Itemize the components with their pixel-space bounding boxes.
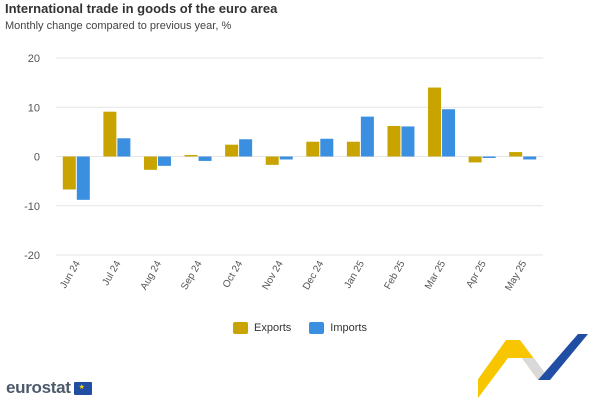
decorative-ribbon-icon bbox=[478, 334, 588, 398]
x-tick-label: Nov 24 bbox=[260, 259, 286, 292]
bar-exports-aug-24[interactable] bbox=[143, 156, 157, 170]
x-tick-label: Mar 25 bbox=[423, 259, 448, 292]
eurostat-logo: eurostat bbox=[6, 378, 92, 398]
bar-imports-dec-24[interactable] bbox=[320, 138, 334, 157]
legend-item-exports[interactable]: Exports bbox=[233, 322, 291, 334]
bar-imports-nov-24[interactable] bbox=[279, 156, 293, 160]
eu-flag-icon bbox=[73, 381, 92, 395]
x-tick-label: May 25 bbox=[503, 259, 529, 293]
y-tick-label: 0 bbox=[34, 152, 40, 164]
y-tick-label: -10 bbox=[24, 201, 40, 213]
bar-imports-jun-24[interactable] bbox=[76, 156, 90, 200]
bar-imports-feb-25[interactable] bbox=[401, 126, 415, 157]
bar-exports-sep-24[interactable] bbox=[184, 155, 198, 157]
x-tick-label: Jul 24 bbox=[101, 259, 124, 288]
bar-exports-feb-25[interactable] bbox=[387, 125, 401, 157]
x-tick-label: Sep 24 bbox=[179, 259, 205, 292]
legend-swatch-imports bbox=[309, 322, 325, 334]
legend-label-imports: Imports bbox=[330, 322, 367, 334]
bar-exports-jun-24[interactable] bbox=[62, 156, 76, 190]
bar-imports-mar-25[interactable] bbox=[442, 109, 456, 157]
bar-exports-apr-25[interactable] bbox=[468, 156, 482, 163]
bars bbox=[62, 87, 537, 200]
bar-imports-may-25[interactable] bbox=[523, 156, 537, 160]
bar-exports-oct-24[interactable] bbox=[225, 144, 239, 157]
bar-exports-jan-25[interactable] bbox=[346, 141, 360, 157]
x-axis-ticks: Jun 24 Jul 24 Aug 24 Sep 24 Oct 24 Nov 24 Dec … bbox=[58, 259, 529, 293]
chart-title: International trade in goods of the euro… bbox=[5, 1, 278, 16]
x-tick-label: Aug 24 bbox=[139, 259, 165, 292]
bar-exports-dec-24[interactable] bbox=[306, 141, 320, 157]
bar-imports-sep-24[interactable] bbox=[198, 156, 212, 161]
bar-imports-apr-25[interactable] bbox=[482, 156, 496, 158]
bar-imports-jan-25[interactable] bbox=[360, 116, 374, 157]
legend: Exports Imports bbox=[0, 322, 600, 334]
bar-chart: 20 10 0 -10 -20 Jun 24 Jul 24 Aug 24 Sep 24 Oct … bbox=[24, 53, 543, 293]
y-axis-ticks: 20 10 0 -10 -20 bbox=[24, 53, 40, 262]
bar-exports-mar-25[interactable] bbox=[428, 87, 442, 157]
x-tick-label: Oct 24 bbox=[221, 259, 245, 290]
bar-imports-aug-24[interactable] bbox=[157, 156, 171, 166]
bar-imports-oct-24[interactable] bbox=[239, 139, 253, 157]
x-tick-label: Apr 25 bbox=[464, 259, 488, 290]
eurostat-wordmark: eurostat bbox=[6, 378, 71, 397]
legend-item-imports[interactable]: Imports bbox=[309, 322, 367, 334]
x-tick-label: Feb 25 bbox=[382, 259, 407, 292]
bar-exports-may-25[interactable] bbox=[509, 152, 523, 157]
y-tick-label: 10 bbox=[28, 102, 40, 114]
x-tick-label: Jun 24 bbox=[58, 259, 83, 291]
y-tick-label: -20 bbox=[24, 250, 40, 262]
chart-subtitle: Monthly change compared to previous year… bbox=[5, 20, 232, 32]
x-tick-label: Jan 25 bbox=[342, 259, 367, 291]
legend-label-exports: Exports bbox=[254, 322, 292, 334]
grid-lines bbox=[56, 57, 543, 256]
y-tick-label: 20 bbox=[28, 53, 40, 65]
legend-swatch-exports bbox=[233, 322, 248, 334]
x-tick-label: Dec 24 bbox=[301, 259, 327, 292]
bar-exports-nov-24[interactable] bbox=[265, 156, 279, 165]
bar-imports-jul-24[interactable] bbox=[117, 138, 131, 157]
bar-exports-jul-24[interactable] bbox=[103, 111, 117, 157]
